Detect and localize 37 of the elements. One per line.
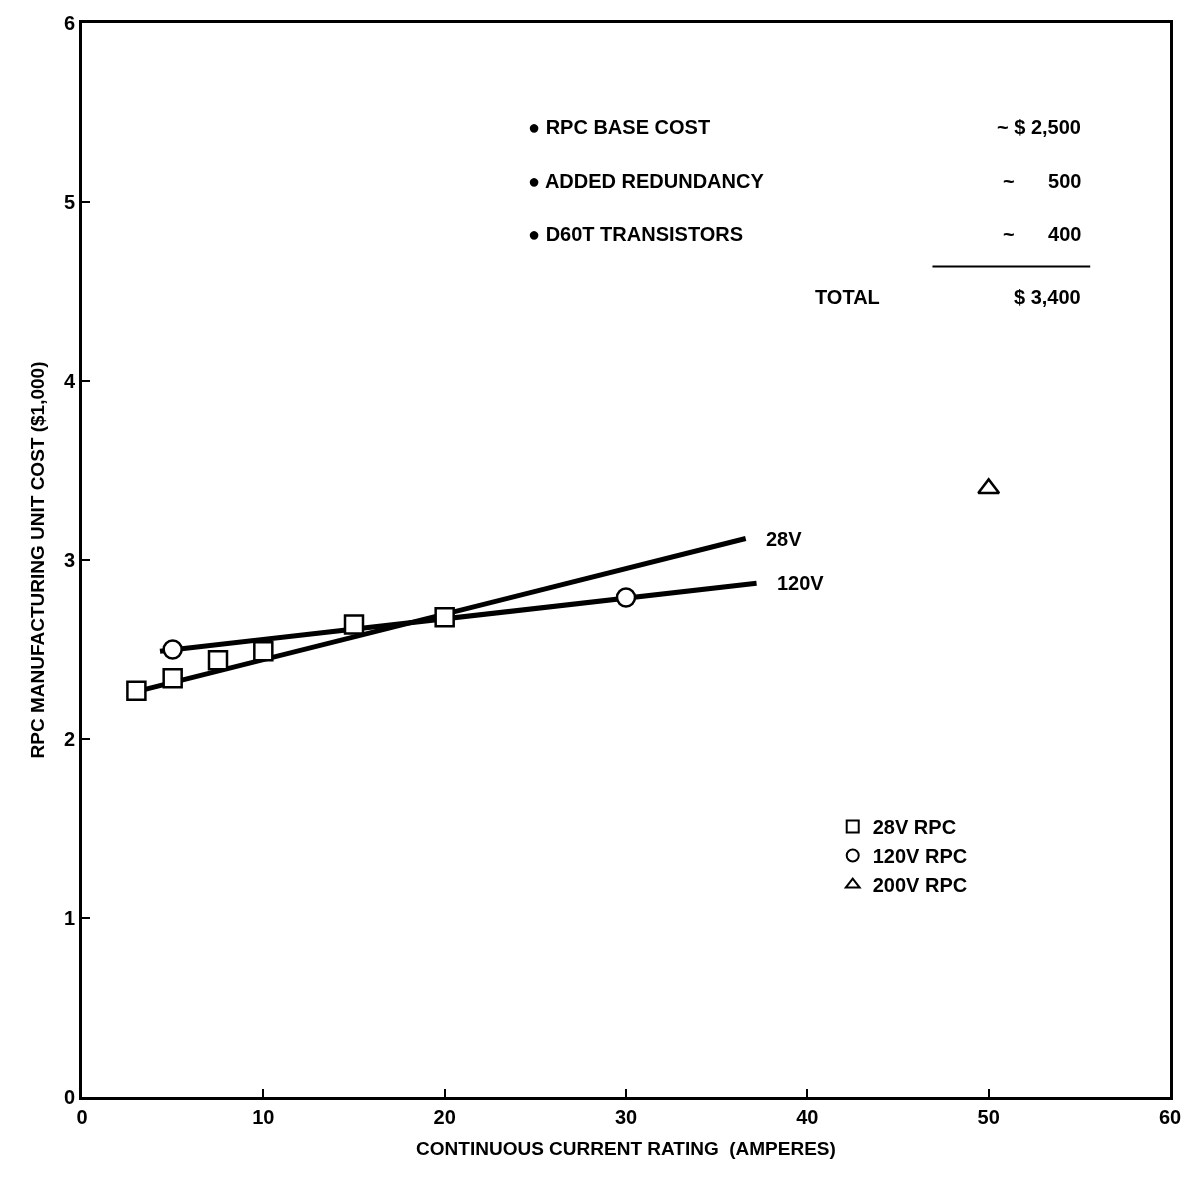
point xyxy=(434,607,455,628)
point xyxy=(977,478,1001,495)
annotation: ~ 500 xyxy=(1003,170,1082,192)
series-label: 120V xyxy=(777,572,825,594)
point xyxy=(615,587,637,608)
annotation: ● ADDED REDUNDANCY xyxy=(528,170,765,192)
annotation: ~ 400 xyxy=(1003,223,1082,245)
y-tick-label: 2 xyxy=(63,728,75,750)
y-tick-label: 4 xyxy=(63,370,76,392)
y-tick-label: 5 xyxy=(63,191,75,213)
y-tick-label: 0 xyxy=(63,1086,75,1108)
point xyxy=(207,649,229,671)
annotation: ● D60T TRANSISTORS xyxy=(528,223,744,245)
point xyxy=(343,614,365,635)
y-tick-label: 3 xyxy=(63,549,75,571)
point xyxy=(162,639,183,660)
x-tick-label: 20 xyxy=(433,1106,456,1128)
legend-label: 28V RPC xyxy=(872,816,957,839)
legend-label: 200V RPC xyxy=(872,874,968,897)
x-tick-label: 40 xyxy=(796,1106,819,1128)
annotation: ~ $ 2,500 xyxy=(997,116,1081,138)
x-tick-label: 30 xyxy=(614,1106,638,1128)
x-tick-label: 10 xyxy=(252,1106,275,1128)
series-label: 28V xyxy=(766,528,803,550)
y-tick-label: 6 xyxy=(63,12,75,34)
point xyxy=(126,680,147,701)
point xyxy=(253,641,274,662)
y-tick-label: 1 xyxy=(63,907,75,929)
point xyxy=(162,667,183,689)
annotation: TOTAL xyxy=(815,286,880,308)
annotation: ● RPC BASE COST xyxy=(528,116,711,138)
annotation: $ 3,400 xyxy=(1014,286,1081,308)
y-axis-title: RPC MANUFACTURING UNIT COST ($1,000) xyxy=(26,361,48,759)
x-axis-title: CONTINUOUS CURRENT RATING (AMPERES) xyxy=(416,1137,836,1159)
legend-label: 120V RPC xyxy=(872,845,968,868)
x-tick-label: 60 xyxy=(1158,1106,1182,1128)
x-tick-label: 50 xyxy=(977,1106,1000,1128)
